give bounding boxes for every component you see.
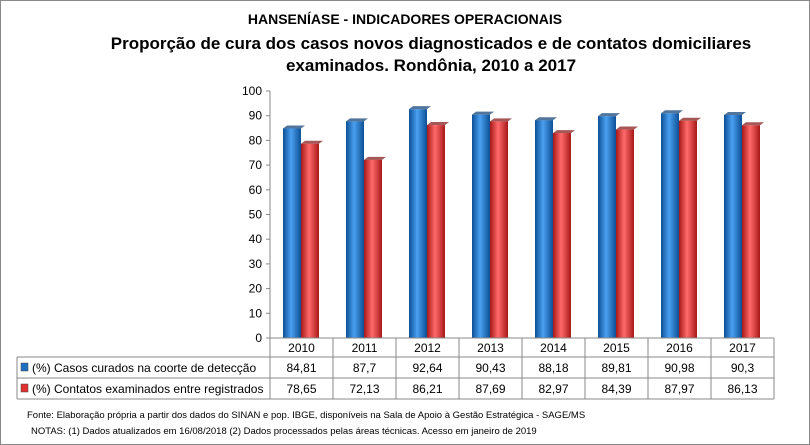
data-label: 86,13 xyxy=(727,382,757,396)
x-category-label: 2014 xyxy=(540,341,567,355)
bar-contacts xyxy=(742,125,760,338)
x-category-label: 2011 xyxy=(352,341,378,355)
data-label: 78,65 xyxy=(286,382,316,396)
x-category-label: 2017 xyxy=(729,341,756,355)
bar-top xyxy=(346,118,368,122)
bar-contacts xyxy=(364,159,382,338)
bar-contacts xyxy=(553,133,571,338)
data-label: 72,13 xyxy=(349,382,379,396)
y-tick-label: 40 xyxy=(249,232,263,246)
y-tick-label: 50 xyxy=(249,208,263,222)
bar-top xyxy=(679,117,701,121)
bar-contacts xyxy=(427,125,445,338)
bar-top xyxy=(283,125,305,129)
bar-cured xyxy=(472,114,490,338)
bar-top xyxy=(616,126,638,130)
data-label: 90,98 xyxy=(664,361,694,375)
bar-top xyxy=(535,117,557,121)
data-label: 84,81 xyxy=(286,361,316,375)
data-label: 87,7 xyxy=(353,361,377,375)
legend-label: (%) Casos curados na coorte de detecção xyxy=(32,361,256,375)
data-label: 88,18 xyxy=(538,361,568,375)
bar-contacts xyxy=(616,129,634,338)
x-category-label: 2010 xyxy=(288,341,315,355)
chart-subtitle: Proporção de cura dos casos novos diagno… xyxy=(110,34,752,75)
bar-cured xyxy=(283,128,301,338)
y-tick-label: 30 xyxy=(249,257,263,271)
legend-swatch xyxy=(20,362,29,372)
bar-cured xyxy=(661,113,679,338)
y-tick-label: 70 xyxy=(249,158,263,172)
x-category-label: 2016 xyxy=(666,341,693,355)
bar-top xyxy=(301,140,323,144)
notes-text: NOTAS: (1) Dados atualizados em 16/08/20… xyxy=(31,426,537,437)
bar-top xyxy=(661,110,683,114)
bar-top xyxy=(427,122,449,126)
bar-top xyxy=(490,118,512,122)
y-tick-label: 80 xyxy=(249,133,263,147)
y-tick-label: 100 xyxy=(242,84,262,98)
legend-label: (%) Contatos examinados entre registrado… xyxy=(32,382,263,396)
y-tick-label: 0 xyxy=(255,331,262,345)
bar-cured xyxy=(535,120,553,338)
bar-cured xyxy=(598,116,616,338)
chart-title: HANSENÍASE - INDICADORES OPERACIONAIS xyxy=(247,11,563,27)
bar-cured xyxy=(724,114,742,338)
data-label: 90,43 xyxy=(475,361,505,375)
x-category-label: 2013 xyxy=(477,341,504,355)
bar-cured xyxy=(409,109,427,338)
source-note: Fonte: Elaboração própria a partir dos d… xyxy=(27,410,586,421)
bar-top xyxy=(724,111,746,115)
bar-contacts xyxy=(679,120,697,338)
bar-top xyxy=(598,113,620,117)
data-label: 90,3 xyxy=(731,361,755,375)
bar-top xyxy=(553,130,575,134)
data-label: 86,21 xyxy=(412,382,442,396)
bar-top xyxy=(742,122,764,126)
y-tick-label: 10 xyxy=(249,306,263,320)
data-label: 87,97 xyxy=(664,382,694,396)
y-tick-label: 90 xyxy=(249,109,263,123)
bar-contacts xyxy=(301,143,319,338)
y-tick-label: 20 xyxy=(249,282,263,296)
legend-swatch xyxy=(20,383,29,393)
x-category-label: 2012 xyxy=(414,341,441,355)
bar-top xyxy=(409,106,431,110)
bar-top xyxy=(472,111,494,115)
data-label: 89,81 xyxy=(601,361,631,375)
data-label: 84,39 xyxy=(601,382,631,396)
data-label: 87,69 xyxy=(475,382,505,396)
bar-top xyxy=(364,156,386,160)
x-category-label: 2015 xyxy=(603,341,630,355)
y-tick-label: 60 xyxy=(249,183,263,197)
bar-cured xyxy=(346,121,364,338)
bar-contacts xyxy=(490,121,508,338)
data-label: 82,97 xyxy=(538,382,568,396)
data-label: 92,64 xyxy=(412,361,442,375)
